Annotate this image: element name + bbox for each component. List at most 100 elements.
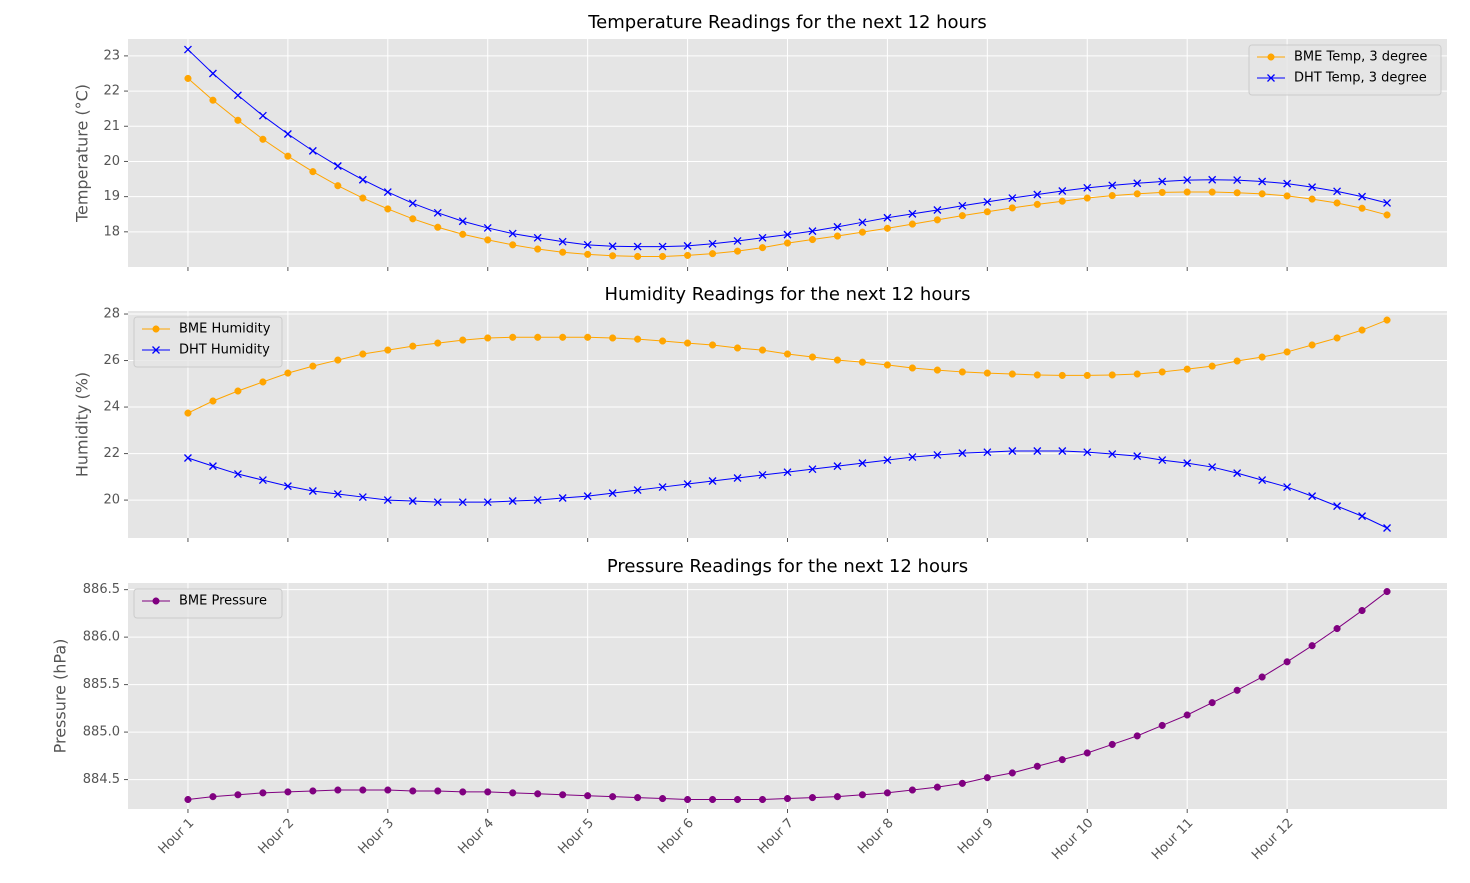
marker-dot: [1183, 711, 1191, 719]
marker-dot: [883, 361, 891, 369]
marker-dot: [1308, 341, 1316, 349]
marker-dot: [684, 339, 692, 347]
marker-x: [1158, 177, 1167, 186]
marker-x: [708, 239, 717, 248]
marker-dot: [584, 792, 592, 800]
marker-dot: [983, 208, 991, 216]
marker-x: [983, 197, 992, 206]
y-tick-label: 22: [103, 84, 120, 99]
marker-x: [433, 498, 442, 507]
marker-dot: [1258, 353, 1266, 361]
marker-dot: [1258, 673, 1266, 681]
marker-dot: [1208, 699, 1216, 707]
y-tick-label: 18: [103, 224, 120, 239]
legend-label: BME Temp, 3 degree: [1294, 50, 1427, 65]
marker-dot: [459, 788, 467, 796]
x-tick-label: Hour 11: [1149, 816, 1196, 863]
legend-box: [1248, 44, 1442, 96]
marker-x: [1058, 187, 1067, 195]
marker-dot: [609, 793, 617, 801]
marker-dot: [209, 96, 217, 104]
marker-dot: [958, 212, 966, 220]
subplot: 20 22 24 26 28 Humidity Readings for the next…: [73, 284, 1447, 542]
marker-dot: [1133, 190, 1141, 198]
marker-dot: [459, 230, 467, 238]
marker-dot: [983, 774, 991, 782]
marker-dot: [234, 791, 242, 799]
marker-x: [783, 230, 792, 239]
y-tick-label: 886.0: [83, 630, 120, 645]
marker-x: [1158, 456, 1167, 465]
marker-dot: [234, 116, 242, 124]
marker-x: [1258, 476, 1267, 485]
subplot: 18 19 20 21 22 23 Temperature Readings for the…: [73, 12, 1447, 271]
x-tick-label: Hour 6: [655, 816, 697, 858]
marker-dot: [1108, 371, 1116, 379]
marker-dot: [709, 341, 717, 349]
marker-dot: [1333, 199, 1341, 207]
marker-x: [1108, 450, 1117, 458]
y-tick-label: 22: [103, 446, 120, 461]
marker-x: [408, 497, 417, 505]
x-tick-label: Hour 7: [755, 816, 797, 858]
marker-x: [1383, 199, 1392, 207]
marker-dot: [908, 220, 916, 228]
marker-x: [308, 146, 317, 155]
marker-x: [533, 496, 542, 505]
marker-x: [833, 222, 842, 231]
marker-dot: [484, 236, 492, 244]
marker-x: [958, 201, 967, 210]
marker-dot: [309, 362, 317, 370]
marker-dot: [409, 787, 417, 795]
marker-dot: [184, 409, 192, 417]
marker-dot: [334, 356, 342, 364]
marker-dot: [1233, 686, 1241, 694]
marker-x: [1233, 176, 1242, 185]
marker-x: [833, 462, 842, 471]
y-axis-label: Temperature (°C): [73, 84, 92, 223]
marker-dot: [858, 358, 866, 366]
marker-x: [933, 451, 942, 459]
marker-x: [152, 346, 160, 354]
marker-dot: [833, 232, 842, 240]
marker-x: [483, 223, 492, 232]
marker-dot: [1133, 732, 1141, 740]
marker-x: [1133, 179, 1142, 188]
y-axis-label: Pressure (hPa): [51, 639, 70, 754]
marker-x: [1283, 179, 1292, 188]
marker-dot: [783, 795, 792, 803]
marker-x: [1083, 183, 1092, 192]
marker-x: [908, 209, 917, 218]
x-tick-label: Hour 8: [855, 816, 897, 858]
marker-dot: [1358, 606, 1366, 615]
legend-label: DHT Temp, 3 degree: [1294, 71, 1427, 86]
marker-dot: [484, 788, 492, 796]
marker-dot: [858, 791, 866, 799]
marker-dot: [883, 789, 891, 797]
marker-dot: [284, 788, 292, 796]
marker-dot: [1283, 348, 1291, 356]
marker-x: [1358, 512, 1367, 521]
marker-dot: [758, 244, 767, 252]
marker-x: [358, 175, 367, 184]
marker-x: [258, 476, 267, 485]
chart-title: Humidity Readings for the next 12 hours: [604, 284, 970, 305]
marker-dot: [309, 787, 317, 795]
marker-dot: [459, 336, 467, 344]
marker-dot: [933, 216, 941, 224]
marker-x: [1208, 463, 1217, 472]
marker-x: [808, 465, 817, 474]
marker-dot: [559, 333, 567, 341]
marker-x: [458, 498, 467, 507]
marker-dot: [833, 356, 842, 364]
x-tick-label: Hour 9: [955, 816, 997, 858]
marker-dot: [384, 786, 392, 794]
marker-x: [233, 91, 242, 100]
marker-dot: [958, 779, 966, 787]
marker-dot: [534, 790, 542, 798]
marker-x: [183, 454, 192, 462]
y-tick-label: 886.5: [83, 582, 120, 597]
marker-x: [608, 489, 617, 498]
